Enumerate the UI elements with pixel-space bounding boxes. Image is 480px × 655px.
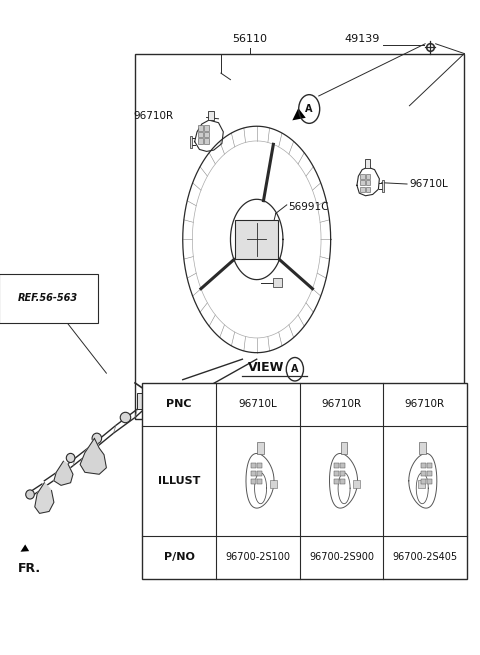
- Bar: [353, 480, 360, 488]
- Bar: [198, 138, 203, 143]
- Bar: [340, 463, 345, 468]
- Bar: [135, 54, 464, 419]
- Bar: [365, 159, 370, 168]
- Ellipse shape: [26, 490, 34, 499]
- Bar: [421, 479, 426, 484]
- Bar: [418, 480, 425, 488]
- Text: 49139: 49139: [344, 34, 379, 44]
- Text: 96700-2S900: 96700-2S900: [309, 552, 374, 562]
- Bar: [427, 463, 432, 468]
- Bar: [198, 125, 203, 130]
- Bar: [382, 180, 384, 192]
- Text: REF.56-563: REF.56-563: [18, 293, 78, 303]
- Text: 96710L: 96710L: [409, 179, 448, 189]
- Bar: [257, 471, 262, 476]
- Text: PNC: PNC: [167, 400, 192, 409]
- Bar: [257, 441, 264, 453]
- Text: 96700-2S405: 96700-2S405: [392, 552, 457, 562]
- Bar: [142, 383, 467, 578]
- Text: A: A: [291, 364, 299, 374]
- Bar: [419, 441, 426, 453]
- Bar: [365, 187, 370, 192]
- Text: 96710R: 96710R: [133, 111, 173, 121]
- Bar: [251, 463, 255, 468]
- Bar: [208, 111, 214, 120]
- Bar: [334, 471, 339, 476]
- Ellipse shape: [66, 453, 75, 462]
- Text: 96710L: 96710L: [239, 400, 277, 409]
- Bar: [204, 125, 208, 130]
- Bar: [198, 132, 203, 137]
- Text: VIEW: VIEW: [248, 362, 285, 375]
- Bar: [270, 480, 276, 488]
- Bar: [427, 471, 432, 476]
- Text: FR.: FR.: [18, 562, 41, 575]
- Bar: [340, 471, 345, 476]
- Bar: [365, 180, 370, 185]
- Polygon shape: [80, 438, 107, 474]
- Bar: [204, 138, 208, 143]
- Bar: [334, 479, 339, 484]
- Bar: [341, 441, 348, 453]
- Text: P/NO: P/NO: [164, 552, 194, 562]
- Polygon shape: [35, 483, 54, 514]
- Bar: [251, 479, 255, 484]
- Text: 56991C: 56991C: [288, 202, 328, 212]
- Bar: [421, 463, 426, 468]
- Bar: [360, 187, 364, 192]
- Bar: [274, 278, 282, 288]
- Bar: [190, 136, 192, 148]
- Bar: [257, 479, 262, 484]
- Ellipse shape: [92, 433, 102, 443]
- Text: 96710R: 96710R: [405, 400, 445, 409]
- Bar: [427, 479, 432, 484]
- Text: A: A: [305, 104, 313, 114]
- Bar: [340, 479, 345, 484]
- Bar: [251, 471, 255, 476]
- Text: 96710R: 96710R: [321, 400, 361, 409]
- Bar: [334, 463, 339, 468]
- Text: 56110: 56110: [232, 34, 267, 44]
- Bar: [421, 471, 426, 476]
- Bar: [360, 180, 364, 185]
- Bar: [137, 393, 154, 409]
- Bar: [360, 174, 364, 179]
- Bar: [235, 220, 278, 259]
- Bar: [257, 463, 262, 468]
- Bar: [365, 174, 370, 179]
- Ellipse shape: [120, 412, 131, 422]
- Polygon shape: [54, 461, 73, 485]
- Text: ILLUST: ILLUST: [158, 476, 200, 486]
- Bar: [204, 132, 208, 137]
- Text: 96700-2S100: 96700-2S100: [226, 552, 290, 562]
